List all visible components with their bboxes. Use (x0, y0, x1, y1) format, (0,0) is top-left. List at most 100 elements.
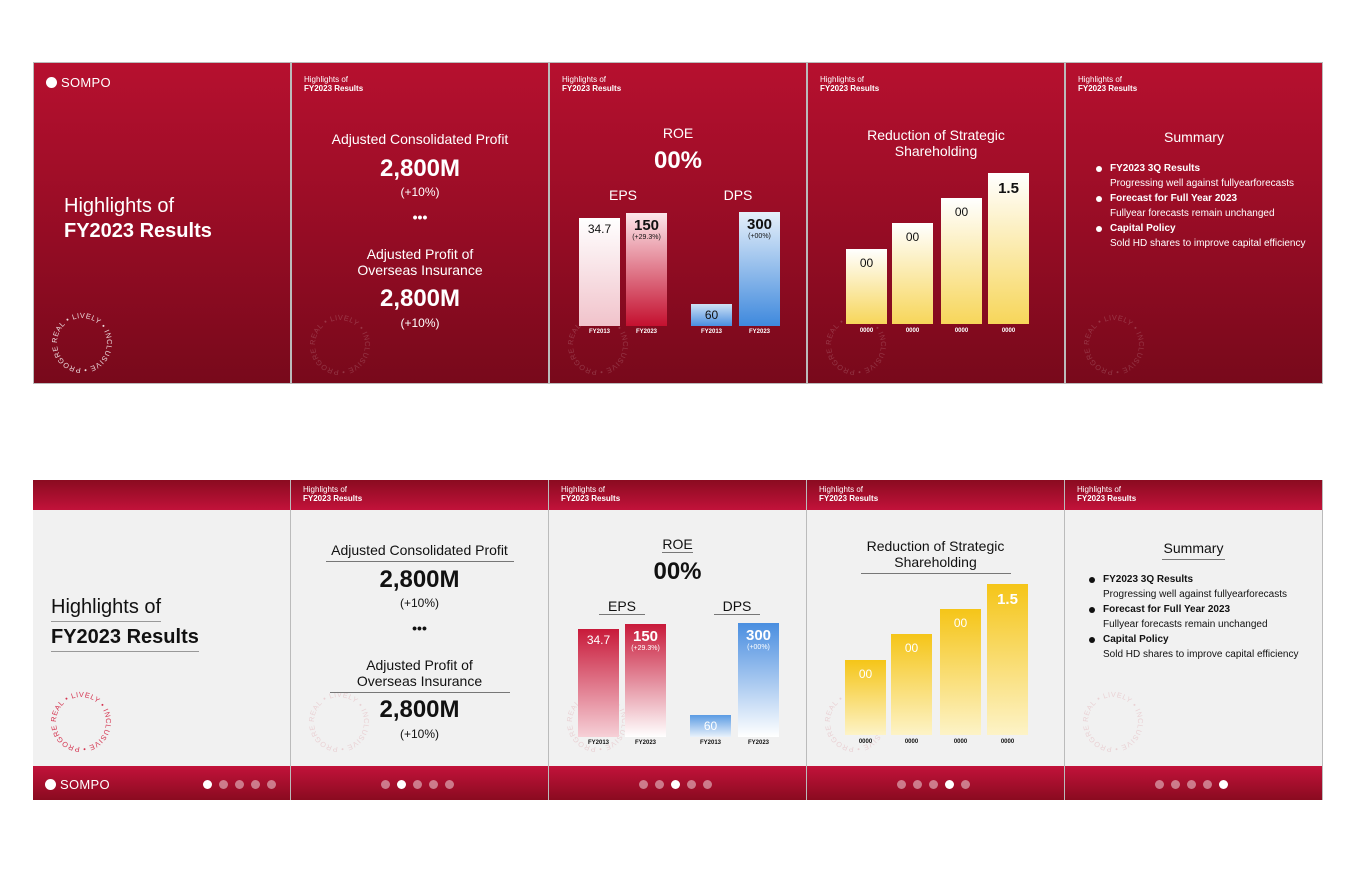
page-dot[interactable] (703, 780, 712, 789)
bar: 00 (892, 223, 933, 324)
page-dot[interactable] (1219, 780, 1228, 789)
list-heading: Forecast for Full Year 2023 (1110, 193, 1238, 204)
bar-x-label: FY2013 (700, 329, 722, 335)
bar-label: 00 (904, 641, 919, 655)
bar-x-label: 0000 (954, 328, 969, 334)
page-dot[interactable] (203, 780, 212, 789)
bar: 00 (846, 249, 887, 324)
page-dot[interactable] (897, 780, 906, 789)
header-line: Highlights of (304, 75, 349, 84)
bar-x-label: FY2023 (634, 740, 656, 746)
header-line: FY2023 Results (303, 494, 363, 503)
header-line: Highlights of (1077, 485, 1122, 494)
header-band (549, 480, 806, 510)
page-dot[interactable] (913, 780, 922, 789)
page-dot[interactable] (1155, 780, 1164, 789)
list-marker (1096, 166, 1102, 172)
header-band (33, 480, 290, 510)
header-line: Highlights of (562, 75, 607, 84)
logo-icon (46, 77, 57, 88)
badge-text: REAL • LIVELY • INCLUSIVE • PROGRESSIVE … (1079, 310, 1146, 377)
bar-x-label: 0000 (1000, 739, 1015, 745)
metric-value-text: 2,800M (379, 696, 460, 723)
list-text: Fullyear forecasts remain unchanged (1103, 619, 1268, 630)
bar: 34.7 (578, 629, 619, 737)
bar: 300 (+00%) (739, 212, 780, 326)
group-label: DPS (714, 598, 760, 615)
badge-text: REAL • LIVELY • INCLUSIVE • PROGRESSIVE … (46, 687, 113, 754)
bar-label: 60 (704, 308, 719, 322)
page-dot[interactable] (381, 780, 390, 789)
metric-value-text: 2,800M (379, 566, 460, 593)
roe-label: ROE (549, 536, 806, 553)
page-dot[interactable] (445, 780, 454, 789)
slide-title: Highlights of (64, 195, 175, 217)
badge: REAL • LIVELY • INCLUSIVE • PROGRESSIVE … (304, 687, 370, 754)
page-dot[interactable] (219, 780, 228, 789)
group-label: DPS (723, 187, 753, 203)
metric-value: 2,800M (291, 696, 548, 724)
page-dot[interactable] (687, 780, 696, 789)
page-dot[interactable] (397, 780, 406, 789)
metric-value: 2,800M (291, 566, 548, 594)
bar-label: 60 (703, 719, 718, 733)
metric-change: (+10%) (291, 727, 548, 741)
metric-label-text: Adjusted Consolidated Profit (331, 131, 509, 147)
page-dot[interactable] (251, 780, 260, 789)
list-marker (1089, 607, 1095, 613)
page-dot[interactable] (639, 780, 648, 789)
page-dot[interactable] (655, 780, 664, 789)
page-dot[interactable] (235, 780, 244, 789)
bar-label: 300 (746, 216, 773, 233)
bar: 1.5 (988, 173, 1029, 324)
page-dot[interactable] (429, 780, 438, 789)
page-dot[interactable] (267, 780, 276, 789)
page-dot[interactable] (1203, 780, 1212, 789)
bar: 00 (845, 660, 886, 735)
page-dot[interactable] (961, 780, 970, 789)
badge-label: REAL • LIVELY • INCLUSIVE • PROGRESSIVE … (1079, 310, 1145, 377)
list-text: Sold HD shares to improve capital effici… (1103, 649, 1299, 660)
footer-band (1065, 766, 1322, 800)
bar: 00 (941, 198, 982, 324)
slide-title: FY2023 Results (51, 626, 199, 652)
page-dot[interactable] (929, 780, 938, 789)
page-dot[interactable] (671, 780, 680, 789)
chart-title: Reduction of Strategic Shareholding (808, 127, 1064, 159)
page-dot[interactable] (945, 780, 954, 789)
badge: REAL • LIVELY • INCLUSIVE • PROGRESSIVE … (305, 310, 371, 377)
page-dot[interactable] (1171, 780, 1180, 789)
metric-change-text: (+10%) (400, 185, 440, 199)
bar: 300 (+00%) (738, 623, 779, 737)
bar: 150 (+29.3%) (626, 213, 667, 326)
page-dot[interactable] (413, 780, 422, 789)
bar-x-label: 0000 (858, 739, 873, 745)
badge: REAL • LIVELY • INCLUSIVE • PROGRESSIVE … (46, 687, 113, 754)
list-heading: Capital Policy (1110, 223, 1176, 234)
metric-change-text: (+10%) (399, 727, 440, 741)
list-marker (1096, 226, 1102, 232)
bar-label: 34.7 (587, 222, 612, 236)
roe-value: 00% (549, 558, 806, 586)
bar-x-label: FY2013 (588, 329, 610, 335)
metric-value: 2,800M (292, 285, 548, 313)
logo-text: SOMPO (60, 777, 110, 792)
badge: REAL • LIVELY • INCLUSIVE • PROGRESSIVE … (1078, 687, 1144, 754)
badge-text: REAL • LIVELY • INCLUSIVE • PROGRESSIVE … (47, 308, 114, 375)
metric-label-text: Adjusted Profit of Overseas Insurance (329, 657, 510, 693)
footer-band (807, 766, 1064, 800)
header-band (291, 480, 548, 510)
summary-title: Summary (1065, 540, 1322, 560)
list-text: Sold HD shares to improve capital effici… (1110, 238, 1306, 249)
header-line: Highlights of (561, 485, 606, 494)
page-dot[interactable] (1187, 780, 1196, 789)
bar-label: 300 (745, 627, 772, 644)
metric-value-text: 2,800M (379, 285, 461, 312)
red-circle (292, 63, 548, 383)
bar: 60 (691, 304, 732, 326)
header-line: Highlights of (1078, 75, 1123, 84)
